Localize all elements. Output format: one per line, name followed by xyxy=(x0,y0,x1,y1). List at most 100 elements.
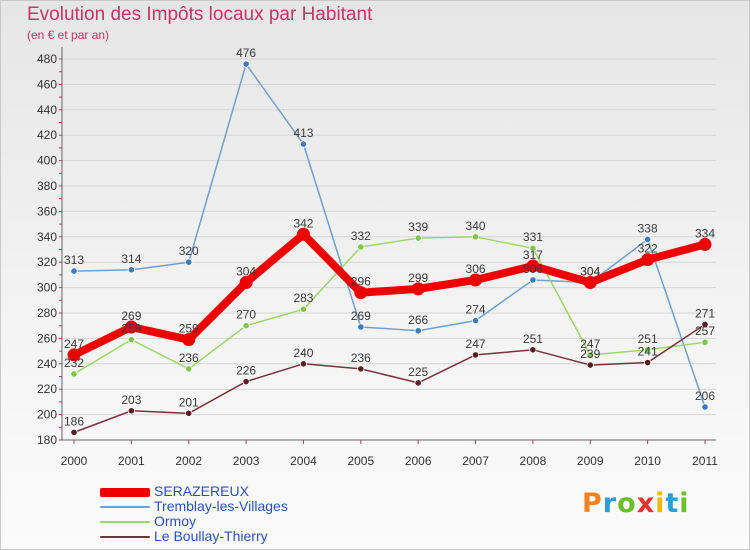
data-point xyxy=(701,338,709,346)
data-label: 304 xyxy=(236,265,256,279)
legend-swatch xyxy=(100,521,150,523)
data-point xyxy=(242,322,250,330)
data-point xyxy=(583,276,597,290)
y-tick-label: 460 xyxy=(37,77,57,91)
data-label: 251 xyxy=(638,332,658,346)
y-tick-label: 280 xyxy=(37,306,57,320)
data-point xyxy=(471,317,480,325)
x-tick-label: 2009 xyxy=(577,454,604,468)
x-tick-label: 2005 xyxy=(347,454,374,468)
data-point xyxy=(357,365,365,373)
data-label: 266 xyxy=(408,313,428,327)
series-line xyxy=(73,63,706,408)
data-point xyxy=(471,351,480,359)
data-point xyxy=(185,365,193,373)
legend-label: Le Boullay-Thierry xyxy=(154,528,268,544)
data-label: 304 xyxy=(580,265,600,279)
x-tick-label: 2004 xyxy=(290,454,317,468)
data-label: 247 xyxy=(64,337,84,351)
data-label: 331 xyxy=(523,230,543,244)
brand-letter: r xyxy=(602,488,618,519)
data-point xyxy=(70,267,78,275)
data-label: 241 xyxy=(638,345,658,359)
data-label: 206 xyxy=(695,389,715,403)
y-tick-label: 260 xyxy=(37,331,57,345)
data-point xyxy=(529,244,537,252)
data-point xyxy=(414,327,422,335)
data-point xyxy=(127,336,135,344)
data-label: 269 xyxy=(351,309,371,323)
data-point xyxy=(414,234,422,242)
data-label: 251 xyxy=(523,332,543,346)
data-label: 306 xyxy=(466,262,486,276)
data-label: 226 xyxy=(236,364,256,378)
data-point xyxy=(239,276,253,290)
data-point xyxy=(185,258,193,266)
brand-letter: i xyxy=(655,488,666,519)
data-label: 247 xyxy=(466,337,486,351)
series-line xyxy=(70,230,709,359)
legend-swatch xyxy=(100,506,150,508)
brand-letter: P xyxy=(582,488,603,519)
data-label: 259 xyxy=(121,322,141,336)
data-point xyxy=(296,227,310,241)
data-label: 296 xyxy=(351,275,371,289)
data-point xyxy=(471,233,480,241)
data-label: 322 xyxy=(638,242,658,256)
y-tick-label: 220 xyxy=(37,382,57,396)
y-tick-label: 360 xyxy=(37,204,57,218)
data-point xyxy=(242,60,250,68)
y-tick-label: 180 xyxy=(37,433,57,447)
x-tick-label: 2011 xyxy=(692,454,718,468)
x-tick-label: 2006 xyxy=(405,454,432,468)
brand-letter: t xyxy=(665,488,680,519)
x-tick-label: 2008 xyxy=(520,454,547,468)
data-point xyxy=(469,273,483,287)
data-label: 317 xyxy=(523,248,543,262)
data-label: 201 xyxy=(179,395,199,409)
data-label: 186 xyxy=(64,414,84,428)
data-point xyxy=(701,320,709,329)
x-tick-label: 2007 xyxy=(462,454,489,468)
data-label: 232 xyxy=(64,356,84,370)
y-tick-label: 340 xyxy=(37,230,57,244)
data-point xyxy=(411,282,425,296)
data-point xyxy=(354,286,368,300)
data-point xyxy=(182,333,196,347)
x-tick-label: 2002 xyxy=(175,454,202,468)
brand-letter: x xyxy=(636,488,656,519)
series-line xyxy=(73,236,706,375)
data-point xyxy=(357,323,365,331)
data-point xyxy=(529,346,537,354)
data-point xyxy=(242,377,250,386)
y-tick-label: 420 xyxy=(37,128,57,142)
y-tick-label: 300 xyxy=(37,281,57,295)
data-label: 413 xyxy=(293,126,313,140)
data-point xyxy=(70,428,78,436)
brand-letter: o xyxy=(617,488,637,519)
data-label: 240 xyxy=(293,346,313,360)
data-label: 476 xyxy=(236,46,256,60)
data-label: 203 xyxy=(121,393,141,407)
data-point xyxy=(644,346,652,354)
data-point xyxy=(299,305,308,313)
data-label: 340 xyxy=(466,219,486,233)
data-point xyxy=(67,348,81,362)
data-label: 338 xyxy=(638,221,658,235)
data-point xyxy=(70,370,78,378)
data-label: 283 xyxy=(293,291,313,305)
data-point xyxy=(414,379,422,387)
data-point xyxy=(698,237,712,251)
legend-label: Tremblay-les-Villages xyxy=(154,498,288,514)
data-point xyxy=(586,351,594,359)
data-label: 236 xyxy=(351,351,371,365)
brand-logo: Proxiti xyxy=(582,488,690,519)
data-label: 313 xyxy=(64,253,84,267)
x-tick-label: 2000 xyxy=(61,454,88,468)
data-point xyxy=(299,140,308,148)
chart-subtitle: (en € et par an) xyxy=(27,28,110,42)
data-label: 271 xyxy=(695,306,715,320)
data-point xyxy=(124,320,138,334)
data-point xyxy=(586,361,594,369)
